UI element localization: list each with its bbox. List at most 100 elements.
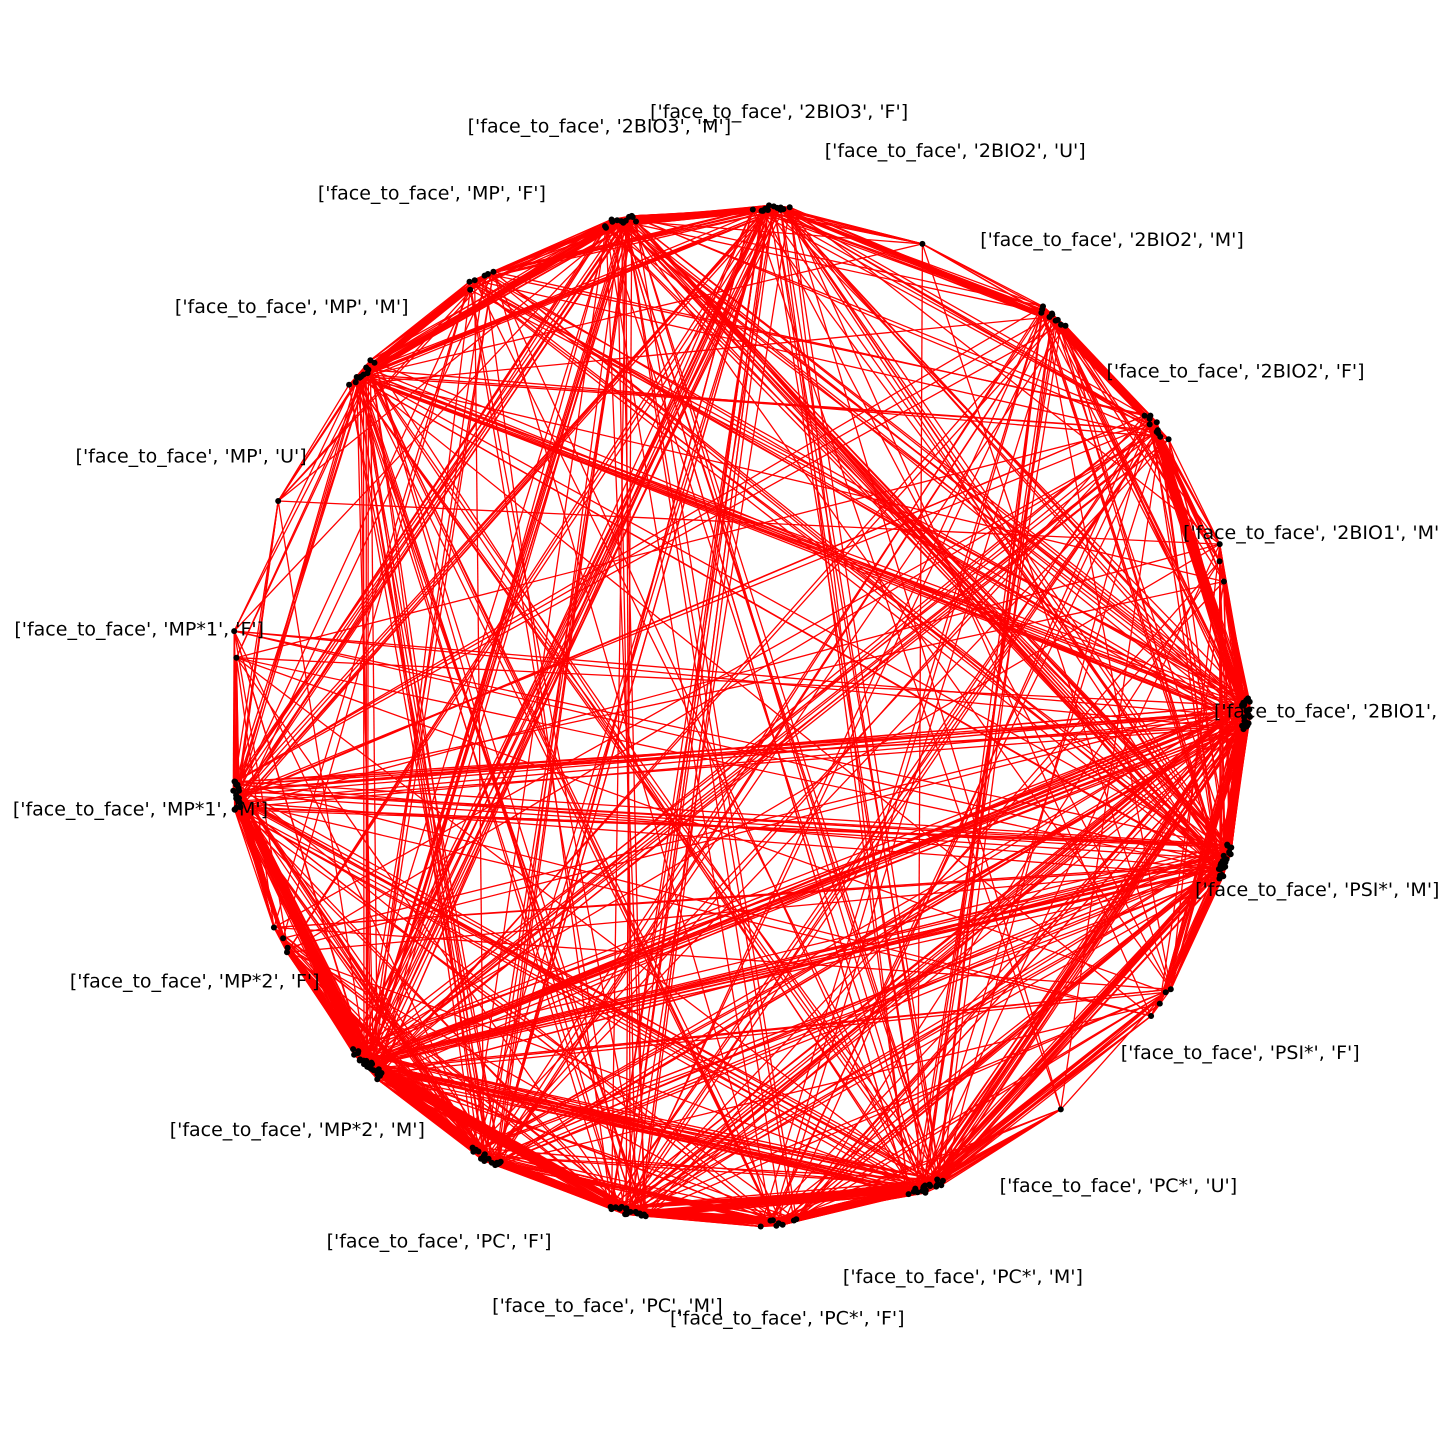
- edge: [1167, 439, 1228, 860]
- edge: [635, 701, 1251, 1213]
- edge: [234, 369, 370, 783]
- graph-node: [490, 268, 497, 275]
- edge: [377, 1073, 637, 1213]
- edge: [625, 581, 1225, 1210]
- edge: [487, 216, 634, 1159]
- edge: [373, 289, 471, 1071]
- graph-node: [633, 218, 639, 225]
- graph-node: [351, 1051, 358, 1058]
- group-label: ['face_to_face', '2BIO3', 'F']: [650, 101, 908, 123]
- edge: [367, 369, 937, 1187]
- edge: [789, 206, 1228, 846]
- edge: [621, 429, 1159, 1208]
- edge: [239, 271, 494, 808]
- edge: [1228, 720, 1246, 854]
- graph-node: [933, 1182, 940, 1189]
- edge: [487, 204, 770, 275]
- group-label: ['face_to_face', 'MP*2', 'F']: [70, 971, 320, 993]
- edge: [752, 208, 1151, 425]
- edge: [355, 382, 621, 1209]
- edge: [355, 381, 930, 1185]
- edge: [782, 208, 1244, 730]
- group-label: ['face_to_face', 'PC', 'M']: [492, 1295, 722, 1317]
- edge: [475, 209, 769, 1150]
- graph-node: [1221, 858, 1228, 865]
- edge: [235, 289, 471, 799]
- edge: [365, 436, 1161, 1062]
- edge: [474, 280, 485, 1157]
- group-label: ['face_to_face', 'MP*1', 'M']: [13, 799, 268, 821]
- edge: [622, 222, 938, 1187]
- edge: [925, 306, 1044, 1191]
- graph-node: [749, 206, 756, 213]
- edge: [500, 721, 1247, 1163]
- edge: [922, 243, 1053, 315]
- edge: [237, 787, 474, 1153]
- graph-node: [231, 778, 238, 785]
- edge: [371, 418, 1151, 1065]
- edge: [368, 216, 634, 1068]
- edge: [484, 844, 1228, 1162]
- edge: [619, 1187, 924, 1210]
- graph-node: [790, 1217, 797, 1224]
- edge: [780, 207, 1251, 718]
- edge: [611, 218, 1244, 730]
- edge: [914, 704, 1243, 1189]
- edge: [605, 227, 1224, 862]
- edge: [367, 713, 1249, 1067]
- edge: [365, 367, 784, 1226]
- edge: [378, 436, 1161, 1070]
- graph-node: [280, 935, 287, 942]
- edge: [780, 209, 1245, 722]
- edge: [1051, 313, 1245, 705]
- edge: [778, 1108, 1062, 1224]
- graph-node: [632, 1208, 639, 1215]
- edge: [367, 215, 633, 374]
- edge: [359, 418, 1151, 1060]
- edge: [373, 362, 621, 1209]
- graph-node: [1049, 311, 1056, 318]
- edge: [235, 657, 628, 1215]
- edge: [376, 1078, 475, 1151]
- edge: [1159, 581, 1225, 1004]
- edge: [359, 377, 372, 1069]
- edge: [913, 725, 1243, 1193]
- edge: [921, 243, 1172, 990]
- edge: [492, 271, 772, 1221]
- graph-node: [1153, 419, 1160, 426]
- edge: [632, 216, 1221, 876]
- graph-node: [484, 271, 491, 277]
- edge: [1168, 439, 1221, 545]
- edge: [233, 790, 1228, 847]
- edge: [484, 1153, 626, 1215]
- edge: [234, 630, 1223, 865]
- edge: [363, 851, 1230, 1062]
- edge: [1159, 436, 1221, 562]
- graph-node: [767, 1217, 774, 1224]
- edge: [789, 207, 1062, 1110]
- graph-node: [284, 949, 290, 956]
- edge: [782, 415, 1146, 1226]
- edge: [620, 220, 910, 1195]
- group-label: ['face_to_face', 'PC*', 'U']: [1000, 1175, 1237, 1197]
- edge: [937, 874, 1223, 1185]
- graph-node: [607, 1203, 614, 1210]
- edge: [473, 1148, 771, 1222]
- edge: [287, 704, 1243, 949]
- graph-node: [1165, 436, 1172, 443]
- edge: [237, 800, 937, 1187]
- group-label: ['face_to_face', '2BIO2', 'F']: [1106, 360, 1364, 382]
- edge: [493, 271, 1145, 417]
- edge: [352, 725, 1247, 1050]
- edge: [237, 800, 1152, 1017]
- graph-node: [1057, 1106, 1064, 1113]
- graph-node: [1241, 701, 1248, 708]
- graph-node: [471, 277, 478, 284]
- graph-node: [608, 216, 615, 223]
- edge: [352, 205, 770, 1050]
- edge: [235, 382, 357, 799]
- edge: [240, 543, 1220, 808]
- edge: [233, 220, 622, 632]
- edge: [936, 721, 1247, 1180]
- edge: [628, 216, 1232, 848]
